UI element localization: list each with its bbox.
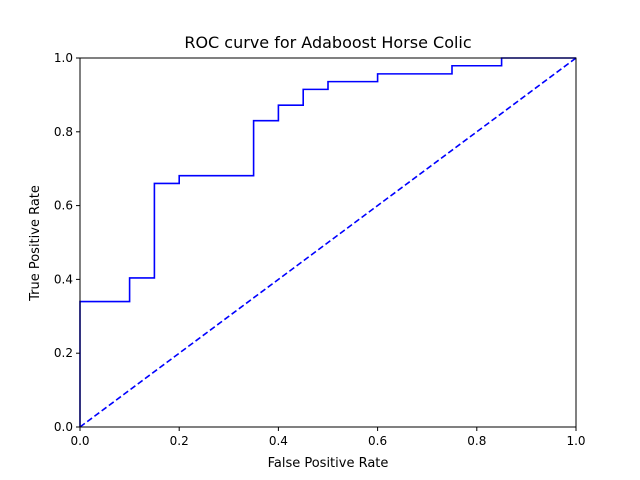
x-tick-label: 0.0	[70, 434, 89, 448]
y-tick-label: 0.6	[54, 199, 73, 213]
x-tick-label: 1.0	[566, 434, 585, 448]
x-tick-label: 0.8	[467, 434, 486, 448]
y-axis-label: True Positive Rate	[28, 185, 43, 302]
x-axis-ticks: 0.0 0.2 0.4 0.6 0.8 1.0	[70, 427, 586, 448]
y-tick-label: 0.8	[54, 125, 73, 139]
roc-curve-line	[79, 57, 576, 427]
chart-title: ROC curve for Adaboost Horse Colic	[184, 33, 471, 52]
axes-frame	[79, 57, 577, 428]
random-classifier-line	[79, 57, 577, 428]
x-tick-label: 0.2	[170, 434, 189, 448]
plot-area	[79, 57, 577, 428]
x-axis-label: False Positive Rate	[268, 456, 389, 471]
y-tick-label: 0.4	[54, 272, 73, 286]
y-tick-label: 0.0	[54, 420, 73, 434]
x-tick-label: 0.4	[269, 434, 288, 448]
y-axis-ticks: 0.0 0.2 0.4 0.6 0.8 1.0	[54, 51, 80, 434]
x-tick-label: 0.6	[368, 434, 387, 448]
y-tick-label: 1.0	[54, 51, 73, 65]
y-tick-label: 0.2	[54, 346, 73, 360]
